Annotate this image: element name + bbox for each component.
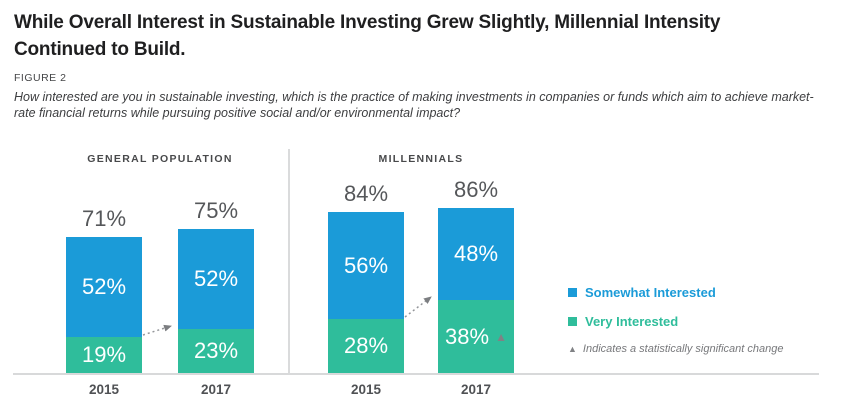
legend-item-somewhat-interested: Somewhat Interested bbox=[568, 284, 783, 300]
total-value-label: 84% bbox=[343, 181, 389, 206]
figure-question-line-1: How interested are you in sustainable in… bbox=[14, 90, 814, 104]
very-interested-segment: 28% bbox=[328, 319, 404, 373]
very-interested-segment: 19% bbox=[66, 337, 142, 373]
somewhat-interested-segment: 48% bbox=[438, 208, 514, 300]
legend-note-text: Indicates a statistically significant ch… bbox=[582, 343, 784, 355]
year-label-2015: 2015 bbox=[88, 382, 120, 397]
page-title-line-2: Continued to Build. bbox=[14, 39, 186, 60]
group-label-millennials: MILLENNIALS bbox=[378, 153, 464, 165]
very-value-label: 28% bbox=[343, 333, 389, 358]
very-value-label: 19% bbox=[81, 342, 127, 367]
year-label-2017: 2017 bbox=[200, 382, 232, 397]
somewhat-value-label: 48% bbox=[453, 241, 499, 266]
total-value-label: 71% bbox=[81, 206, 127, 231]
bar-general-population-2017: 75% 52% 23% bbox=[178, 198, 254, 373]
somewhat-interested-segment: 52% bbox=[66, 237, 142, 337]
significance-triangle-icon: ▲ bbox=[568, 343, 577, 354]
somewhat-value-label: 56% bbox=[343, 252, 389, 278]
very-interested-swatch-icon bbox=[568, 316, 577, 326]
trend-arrow-general-population bbox=[142, 324, 172, 336]
trend-arrow-millennials bbox=[404, 296, 432, 318]
somewhat-interested-swatch-icon bbox=[568, 287, 577, 297]
somewhat-interested-segment: 52% bbox=[178, 229, 254, 329]
somewhat-value-label: 52% bbox=[193, 266, 239, 291]
significance-triangle-icon: ▲ bbox=[495, 329, 507, 344]
somewhat-value-label: 52% bbox=[81, 274, 127, 299]
page-title: While Overall Interest in Sustainable In… bbox=[14, 9, 720, 63]
year-label-2017: 2017 bbox=[460, 382, 492, 397]
total-value-label: 86% bbox=[453, 177, 499, 202]
figure-label: FIGURE 2 bbox=[14, 72, 67, 84]
legend: Somewhat Interested Very Interested ▲ In… bbox=[568, 285, 783, 355]
very-interested-segment: 38% ▲ bbox=[438, 300, 514, 373]
total-value-label: 75% bbox=[193, 198, 239, 223]
bar-general-population-2015: 71% 52% 19% bbox=[66, 206, 142, 373]
very-interested-segment: 23% bbox=[178, 329, 254, 373]
year-label-2015: 2015 bbox=[350, 382, 382, 397]
legend-label-very-interested: Very Interested bbox=[585, 313, 679, 329]
group-divider bbox=[288, 149, 290, 373]
legend-label-somewhat-interested: Somewhat Interested bbox=[585, 284, 716, 300]
bar-millennials-2015: 84% 56% 28% bbox=[328, 181, 404, 373]
page-title-line-1: While Overall Interest in Sustainable In… bbox=[14, 12, 721, 33]
figure-question: How interested are you in sustainable in… bbox=[14, 89, 814, 121]
bar-millennials-2017: 86% 48% 38% ▲ bbox=[438, 177, 514, 373]
stacked-bar-chart: GENERAL POPULATION MILLENNIALS 71% 52% 19%… bbox=[0, 145, 850, 411]
very-value-label: 23% bbox=[193, 338, 239, 363]
x-axis-line bbox=[13, 373, 819, 375]
somewhat-interested-segment: 56% bbox=[328, 212, 404, 319]
figure-question-line-2: rate financial returns while pursuing po… bbox=[14, 106, 461, 120]
legend-significance-note: ▲ Indicates a statistically significant … bbox=[568, 343, 783, 355]
very-value-label: 38% bbox=[445, 323, 490, 349]
legend-item-very-interested: Very Interested bbox=[568, 313, 783, 329]
group-label-general-population: GENERAL POPULATION bbox=[87, 153, 233, 165]
